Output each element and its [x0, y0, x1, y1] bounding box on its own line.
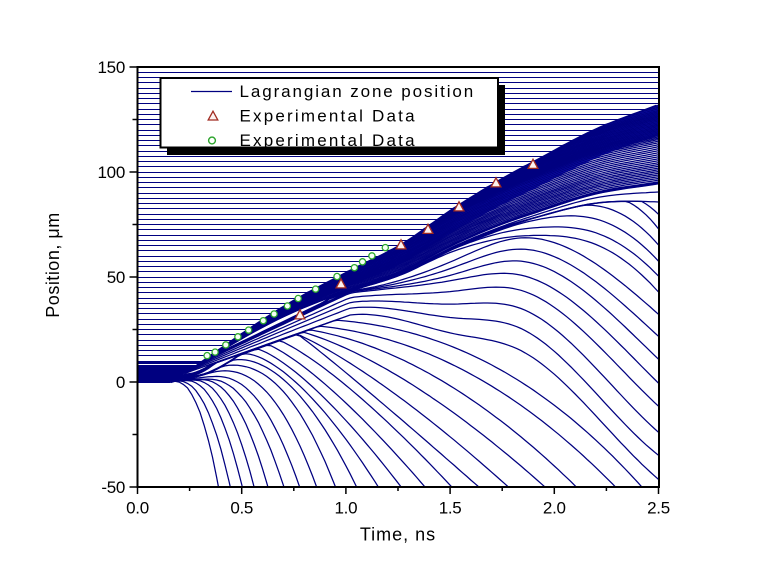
svg-text:Position, μm: Position, μm	[43, 212, 63, 317]
svg-text:50: 50	[107, 268, 125, 287]
svg-text:100: 100	[98, 163, 125, 182]
svg-text:2.5: 2.5	[647, 499, 670, 518]
svg-text:Experimental Data: Experimental Data	[240, 107, 417, 126]
svg-text:Experimental Data: Experimental Data	[240, 131, 417, 150]
svg-text:0.0: 0.0	[126, 499, 149, 518]
svg-text:0: 0	[116, 373, 125, 392]
svg-text:-50: -50	[101, 478, 125, 497]
svg-text:Time, ns: Time, ns	[360, 525, 436, 545]
svg-text:0.5: 0.5	[230, 499, 253, 518]
svg-text:1.5: 1.5	[439, 499, 462, 518]
svg-text:Lagrangian zone position: Lagrangian zone position	[240, 82, 476, 101]
svg-text:1.0: 1.0	[335, 499, 358, 518]
svg-text:2.0: 2.0	[543, 499, 566, 518]
svg-text:150: 150	[98, 58, 125, 77]
